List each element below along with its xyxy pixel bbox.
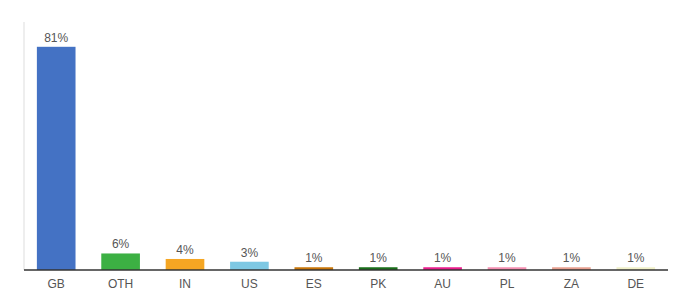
- data-label: 6%: [112, 237, 130, 251]
- bar: [37, 47, 76, 270]
- chart-container: 81% 6% 4% 3% 1% 1% 1% 1% 1% 1% GB OTH IN US ES PK AU PL ZA…: [0, 0, 680, 300]
- data-label: 1%: [498, 251, 516, 265]
- data-labels: 81% 6% 4% 3% 1% 1% 1% 1% 1% 1%: [44, 31, 645, 265]
- x-tick-label: US: [241, 277, 258, 291]
- bar: [166, 259, 205, 270]
- data-label: 1%: [563, 251, 581, 265]
- x-tick-label: DE: [627, 277, 644, 291]
- bars: [37, 47, 655, 270]
- data-label: 1%: [627, 251, 645, 265]
- x-tick-label: PK: [370, 277, 386, 291]
- x-tick-label: GB: [48, 277, 65, 291]
- data-label: 1%: [370, 251, 388, 265]
- chart: 81% 6% 4% 3% 1% 1% 1% 1% 1% 1% GB OTH IN US ES PK AU PL ZA…: [0, 0, 680, 300]
- x-tick-label: IN: [179, 277, 191, 291]
- x-tick-label: AU: [434, 277, 451, 291]
- data-label: 1%: [434, 251, 452, 265]
- x-axis-line: [24, 269, 668, 271]
- x-tick-label: ES: [306, 277, 322, 291]
- data-label: 81%: [44, 31, 68, 45]
- x-tick-labels: GB OTH IN US ES PK AU PL ZA DE: [48, 277, 645, 291]
- x-tick-label: PL: [500, 277, 515, 291]
- bar: [101, 253, 140, 270]
- data-label: 1%: [305, 251, 323, 265]
- y-axis-line: [24, 22, 25, 270]
- data-label: 3%: [241, 246, 259, 260]
- bar: [230, 262, 269, 270]
- x-tick-label: ZA: [564, 277, 579, 291]
- data-label: 4%: [176, 243, 194, 257]
- x-tick-label: OTH: [108, 277, 133, 291]
